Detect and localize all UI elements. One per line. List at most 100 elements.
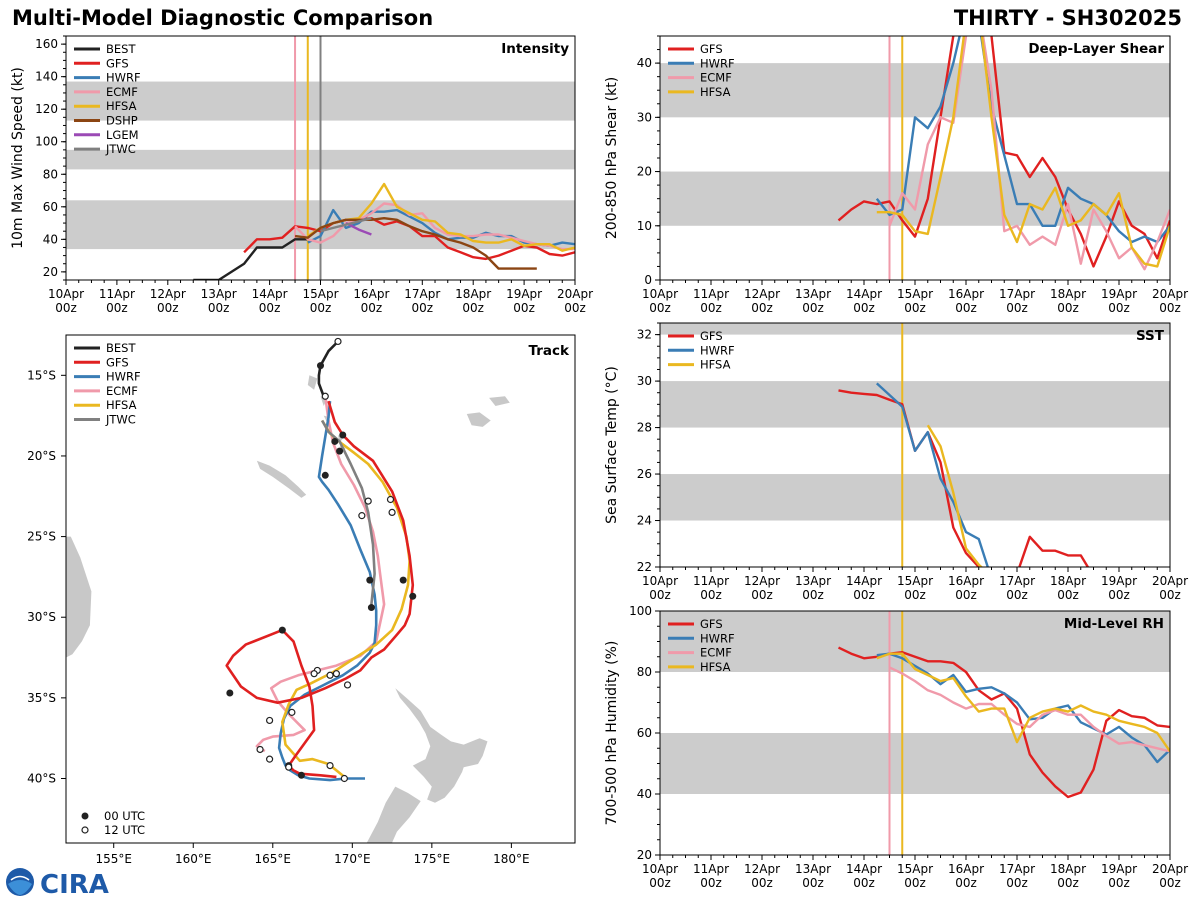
track-marker-00utc <box>399 576 407 584</box>
shear-xtick-date: 19Apr <box>1101 287 1137 301</box>
intensity-xtick-date: 13Apr <box>201 287 237 301</box>
track-line-hfsa <box>280 419 411 778</box>
track-lon-label: 175°E <box>414 852 451 866</box>
track-marker-12utc <box>288 708 296 716</box>
rh-xtick-date: 19Apr <box>1101 862 1137 876</box>
rh-ytick-label: 80 <box>637 665 652 679</box>
shear-ytick-label: 10 <box>637 219 652 233</box>
shear-xtick-date: 17Apr <box>999 287 1035 301</box>
sst-xtick-hour: 00z <box>1057 588 1079 602</box>
track-marker-00utc <box>336 447 344 455</box>
intensity-legend-dshp: DSHP <box>106 114 138 128</box>
cira-logo: CIRA <box>6 868 109 900</box>
rh-ylabel: 700-500 hPa Humidity (%) <box>604 641 620 826</box>
track-marker-12utc <box>266 716 274 725</box>
intensity-xtick-date: 11Apr <box>99 287 135 301</box>
shear-title: Deep-Layer Shear <box>1028 41 1164 57</box>
rh-series-group <box>837 646 1170 799</box>
new-caledonia <box>256 460 307 498</box>
track-legend-best: BEST <box>106 341 136 355</box>
marker-legend-00: 00 UTC <box>104 809 145 823</box>
sst-xtick-date: 20Apr <box>1152 574 1188 588</box>
vanuatu-santo <box>307 375 318 390</box>
intensity-ytick-label: 80 <box>43 167 58 181</box>
shear-xtick-date: 18Apr <box>1050 287 1086 301</box>
track-lat-label: 40°S <box>27 771 56 785</box>
sst-xtick-date: 17Apr <box>999 574 1035 588</box>
intensity-xtick-hour: 00z <box>462 301 484 315</box>
shear-ytick-label: 0 <box>644 273 652 287</box>
shear-xtick-date: 15Apr <box>897 287 933 301</box>
shear-xtick-hour: 00z <box>904 301 926 315</box>
track-marker-12utc <box>388 508 396 516</box>
sst-xtick-date: 18Apr <box>1050 574 1086 588</box>
land-group <box>66 375 510 843</box>
rh-title: Mid-Level RH <box>1064 616 1164 632</box>
rh-xtick-hour: 00z <box>853 876 875 890</box>
sst-legend-gfs: GFS <box>700 329 723 343</box>
shear-xtick-date: 16Apr <box>948 287 984 301</box>
track-marker-12utc <box>326 671 334 679</box>
sst-xtick-hour: 00z <box>649 588 671 602</box>
shear-band-0 <box>660 171 1170 226</box>
shear-band-1 <box>660 63 1170 118</box>
sst-xtick-date: 15Apr <box>897 574 933 588</box>
intensity-panel: 2040608010012014016010Apr00z11Apr00z12Ap… <box>10 35 593 315</box>
rh-ytick-label: 100 <box>629 604 652 618</box>
rh-line-hfsa <box>876 652 1170 752</box>
track-lon-label: 155°E <box>95 852 132 866</box>
shear-xtick-date: 14Apr <box>846 287 882 301</box>
track-marker-12utc <box>358 512 366 520</box>
sst-ytick-label: 30 <box>637 374 652 388</box>
shear-xtick-hour: 00z <box>1006 301 1028 315</box>
track-marker-12utc <box>256 745 264 754</box>
rh-xtick-date: 18Apr <box>1050 862 1086 876</box>
track-marker-00utc <box>321 471 329 479</box>
rh-line-ecmf <box>888 666 1170 753</box>
rh-panel: 2040608010010Apr00z11Apr00z12Apr00z13Apr… <box>604 604 1188 890</box>
shear-xtick-hour: 00z <box>700 301 722 315</box>
sst-xtick-date: 13Apr <box>795 574 831 588</box>
intensity-xtick-date: 12Apr <box>150 287 186 301</box>
shear-line-ecmf <box>888 36 1170 271</box>
rh-xtick-hour: 00z <box>649 876 671 890</box>
rh-xtick-date: 11Apr <box>693 862 729 876</box>
rh-ytick-label: 40 <box>637 787 652 801</box>
intensity-xtick-date: 15Apr <box>302 287 338 301</box>
track-lon-label: 160°E <box>175 852 212 866</box>
shear-xtick-hour: 00z <box>1159 301 1181 315</box>
track-panel: 155°E 160°E 165°E 170°E 175°E 180°E 15°S 20°S 25… <box>27 334 576 866</box>
sst-xtick-date: 12Apr <box>744 574 780 588</box>
sst-xtick-hour: 00z <box>955 588 977 602</box>
intensity-xtick-date: 20Apr <box>557 287 593 301</box>
sst-frame <box>659 322 1171 568</box>
track-marker-00utc <box>367 604 375 612</box>
intensity-legend-hwrf: HWRF <box>106 71 141 85</box>
sst-line-hwrf <box>875 382 990 567</box>
shear-legend-ecmf: ECMF <box>700 71 732 85</box>
shear-line-hwrf <box>875 36 1170 244</box>
intensity-line-lgem <box>345 222 372 236</box>
track-legend-hwrf: HWRF <box>106 370 141 384</box>
intensity-legend-best: BEST <box>106 42 136 56</box>
intensity-line-jtwc <box>320 217 372 233</box>
intensity-ylabel: 10m Max Wind Speed (kt) <box>10 67 26 249</box>
track-marker-00utc <box>339 431 347 439</box>
track-marker-00utc <box>226 689 234 697</box>
sst-ytick-label: 22 <box>637 560 652 574</box>
sst-xtick-date: 10Apr <box>642 574 678 588</box>
shear-xtick-date: 11Apr <box>693 287 729 301</box>
intensity-legend-hfsa: HFSA <box>106 99 137 113</box>
track-marker-00utc <box>409 592 417 600</box>
fiji-vanua-levu <box>489 396 510 406</box>
intensity-xtick-hour: 00z <box>361 301 383 315</box>
noaa-wave-icon <box>8 880 32 895</box>
intensity-xtick-hour: 00z <box>106 301 128 315</box>
track-marker-12utc <box>332 670 341 678</box>
intensity-xtick-hour: 00z <box>208 301 230 315</box>
shear-panel: 01020304010Apr00z11Apr00z12Apr00z13Apr00… <box>604 35 1188 315</box>
sst-xtick-date: 19Apr <box>1101 574 1137 588</box>
sst-ylabel: Sea Surface Temp (°C) <box>604 366 620 524</box>
track-marker-12utc <box>321 392 329 400</box>
rh-legend-hfsa: HFSA <box>700 660 731 674</box>
